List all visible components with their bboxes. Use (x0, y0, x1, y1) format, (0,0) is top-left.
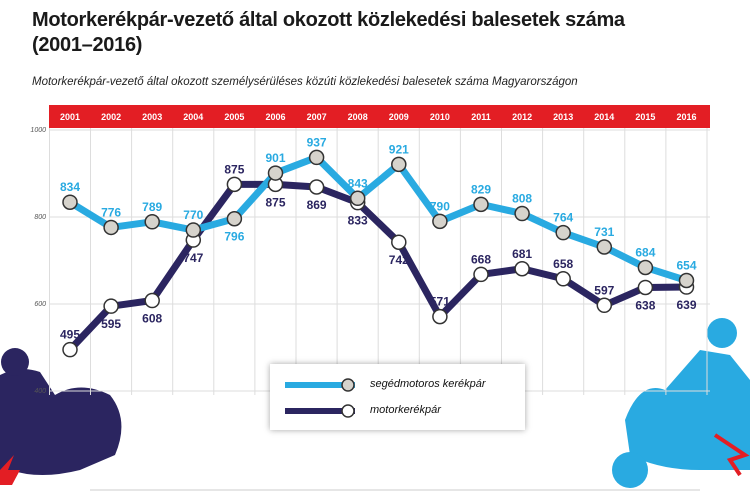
data-point (637, 279, 654, 296)
x-tick-label: 2016 (676, 112, 696, 122)
legend-label-motorkerekpar: motorkerékpár (370, 404, 441, 416)
y-tick-label: 1000 (30, 127, 46, 134)
data-point (678, 272, 695, 289)
data-label: 875 (224, 162, 244, 176)
legend: segédmotoros kerékpár motorkerékpár (270, 364, 525, 430)
x-tick-label: 2012 (512, 112, 532, 122)
x-tick-label: 2005 (224, 112, 244, 122)
data-point (514, 205, 530, 222)
data-point (308, 179, 325, 195)
legend-marker-blue (341, 378, 355, 392)
x-tick-label: 2014 (594, 112, 614, 122)
data-point (514, 261, 530, 277)
data-point (185, 222, 202, 238)
data-point (596, 239, 613, 255)
x-tick-label: 2003 (142, 112, 162, 122)
data-point (267, 165, 284, 181)
data-point (391, 156, 407, 173)
data-label: 790 (430, 199, 450, 213)
data-point (308, 149, 325, 166)
data-point (432, 213, 448, 230)
data-point (62, 341, 78, 358)
x-tick-label: 2007 (307, 112, 327, 122)
data-label: 776 (101, 205, 121, 219)
x-tick-label: 2011 (471, 112, 491, 122)
data-point (596, 297, 613, 314)
x-tick-label: 2015 (635, 112, 655, 122)
data-label: 608 (142, 312, 162, 326)
data-label: 638 (635, 298, 655, 312)
data-point (226, 210, 243, 227)
data-point (349, 190, 366, 207)
data-point (473, 196, 489, 213)
x-tick-label: 2002 (101, 112, 121, 122)
data-label: 796 (224, 230, 244, 244)
data-point (103, 219, 119, 236)
data-label: 808 (512, 192, 532, 206)
x-tick-label: 2009 (389, 112, 409, 122)
data-label: 921 (389, 142, 409, 156)
chart-title: Motorkerékpár-vezető által okozott közle… (32, 8, 625, 58)
data-label: 654 (676, 259, 696, 273)
title-line-2: (2001–2016) (32, 34, 143, 56)
data-label: 770 (183, 208, 203, 222)
data-point (62, 194, 78, 210)
data-label: 597 (594, 283, 614, 297)
year-header-bar (49, 105, 710, 128)
data-label: 742 (389, 253, 409, 267)
x-tick-label: 2006 (265, 112, 285, 122)
data-label: 843 (348, 176, 368, 190)
title-line-1: Motorkerékpár-vezető által okozott közle… (32, 9, 625, 31)
data-point (637, 259, 654, 276)
x-tick-label: 2008 (348, 112, 368, 122)
data-label: 681 (512, 247, 532, 261)
legend-label-segedmotoros: segédmotoros kerékpár (370, 378, 486, 390)
data-label: 639 (676, 298, 696, 312)
data-point (555, 271, 571, 287)
moped-illustration (612, 318, 750, 488)
x-tick-label: 2001 (60, 112, 80, 122)
data-label: 901 (265, 151, 285, 165)
data-point (432, 308, 448, 325)
data-label: 834 (60, 180, 80, 194)
chart-subtitle: Motorkerékpár-vezető által okozott szemé… (32, 76, 578, 88)
data-label: 658 (553, 257, 573, 271)
data-label: 833 (348, 214, 368, 228)
data-point (473, 266, 489, 283)
legend-marker-navy (341, 404, 355, 418)
x-tick-label: 2004 (183, 112, 203, 122)
data-label: 731 (594, 225, 614, 239)
data-label: 668 (471, 252, 491, 266)
data-label: 747 (183, 251, 203, 265)
data-point (391, 234, 407, 250)
data-point (555, 224, 571, 241)
data-label: 764 (553, 211, 573, 225)
data-point (144, 214, 160, 230)
y-tick-label: 800 (34, 214, 46, 221)
data-label: 937 (307, 135, 327, 149)
x-tick-label: 2010 (430, 112, 450, 122)
data-label: 789 (142, 200, 162, 214)
data-label: 571 (430, 295, 450, 309)
y-tick-label: 400 (34, 388, 46, 395)
data-label: 829 (471, 182, 491, 196)
x-tick-label: 2013 (553, 112, 573, 122)
y-tick-label: 600 (34, 301, 46, 308)
data-point (144, 292, 160, 309)
data-label: 869 (307, 198, 327, 212)
data-point (226, 176, 243, 193)
data-label: 495 (60, 328, 80, 342)
data-point (103, 298, 119, 314)
data-label: 684 (635, 245, 655, 259)
data-label: 875 (265, 195, 285, 209)
data-label: 595 (101, 317, 121, 331)
series-line-segedmotoros (68, 153, 688, 284)
motorcycle-illustration (0, 348, 122, 485)
series-line-motorkerekpar (67, 180, 687, 353)
